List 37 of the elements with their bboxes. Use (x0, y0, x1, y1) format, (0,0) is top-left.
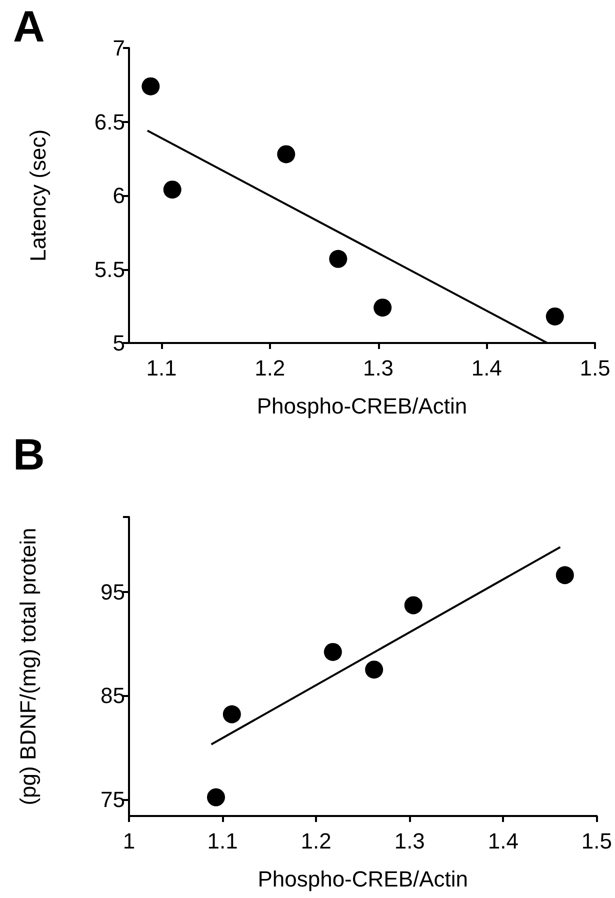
point (163, 180, 182, 199)
x-tick-label: 1.1 (146, 356, 177, 380)
point (374, 298, 392, 317)
x-tick-label: 1 (122, 828, 136, 854)
point (365, 660, 384, 679)
y-axis-title: (pg) BDNF/(mg) total protein (16, 528, 40, 806)
x-tick-label: 1.1 (207, 828, 238, 854)
x-tick-label: 1.5 (581, 828, 612, 854)
point (404, 596, 422, 614)
x-tick-label: 1.2 (300, 828, 332, 854)
point (277, 145, 296, 164)
y-tick-label: 75 (100, 786, 125, 812)
point (222, 705, 241, 724)
x-tick-label: 1.4 (471, 356, 502, 380)
x-axis-title: Phospho-CREB/Actin (256, 394, 468, 418)
chart-title: A (13, 2, 45, 52)
y-tick-label: 95 (100, 579, 125, 604)
point (556, 566, 574, 584)
x-tick-label: 1.4 (488, 828, 518, 854)
x-tick-label: 1.3 (362, 356, 394, 380)
x-axis-title: Phospho-CREB/Actin (258, 866, 468, 892)
point (324, 642, 342, 661)
y-tick-label: 5.5 (94, 256, 125, 282)
x-tick-label: 1.2 (254, 356, 286, 380)
y-tick-label: 5 (112, 330, 125, 356)
y-tick-label: 6 (112, 183, 125, 208)
x-tick-label: 1.5 (580, 356, 610, 380)
chart-title: B (13, 430, 45, 480)
y-axis-title: Latency (sec) (26, 129, 50, 262)
point (207, 788, 225, 806)
x-tick-label: 1.3 (394, 828, 425, 854)
point (142, 77, 160, 96)
y-tick-label: 6.5 (94, 109, 125, 134)
point (329, 250, 348, 268)
y-tick-label: 7 (112, 36, 125, 60)
y-tick-label: 85 (100, 683, 125, 708)
point (546, 307, 564, 326)
